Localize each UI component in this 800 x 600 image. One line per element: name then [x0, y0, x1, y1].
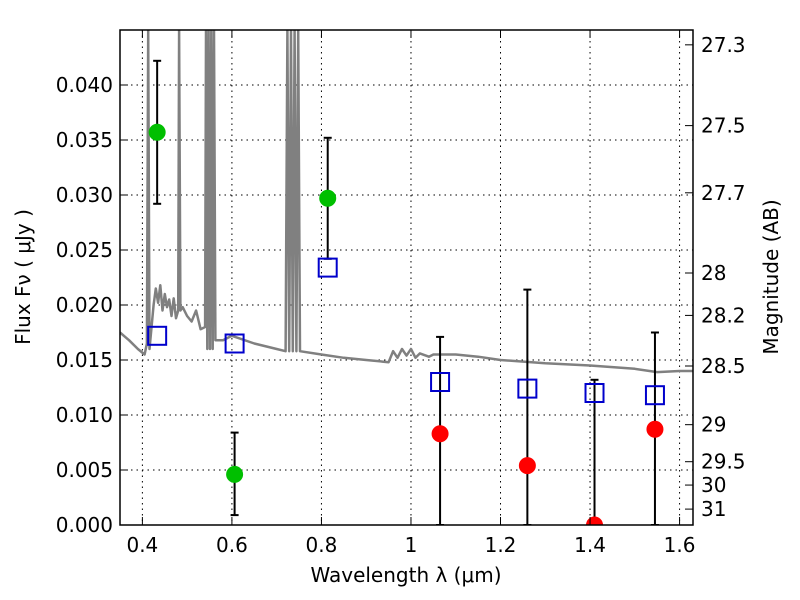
- y2-tick-label: 29: [701, 413, 726, 437]
- y-tick-label: 0.040: [56, 73, 113, 97]
- model-point: [430, 372, 451, 392]
- y-tick-label: 0.015: [56, 348, 113, 372]
- y-tick-label: 0.010: [56, 403, 113, 427]
- model-spectrum: [120, 30, 693, 374]
- y2-tick-label: 27.5: [701, 114, 746, 138]
- x-tick-label: 1.4: [574, 533, 606, 557]
- model-point: [317, 257, 338, 278]
- y-tick-label: 0.000: [56, 513, 113, 537]
- y-tick-label: 0.030: [56, 183, 113, 207]
- x-tick-label: 1.6: [664, 533, 696, 557]
- axes: 0.4 0.6 0.8 1 1.2 1.4 1.6 0.000 0.005 0.010 0.015 0…: [56, 30, 746, 557]
- model-point: [147, 325, 168, 346]
- model-point: [584, 383, 605, 403]
- y2-tick-label: 29.5: [701, 450, 746, 474]
- data-point: [148, 123, 166, 141]
- model-line: [120, 30, 693, 374]
- model-point: [517, 378, 538, 399]
- x-tick-label: 1: [405, 533, 418, 557]
- y2-tick-label: 30: [701, 473, 726, 497]
- x-tick-label: 0.6: [216, 533, 248, 557]
- y-tick-label: 0.035: [56, 128, 113, 152]
- model-point: [644, 385, 665, 406]
- y2-tick-label: 28.5: [701, 354, 746, 378]
- y-axis-label: Flux Fν ( μJy ): [11, 209, 35, 345]
- x-tick-label: 0.8: [306, 533, 338, 557]
- data-point: [226, 465, 244, 483]
- data-point: [646, 420, 664, 438]
- model-point: [224, 333, 245, 354]
- plot-frame: [119, 29, 694, 526]
- y-tick-label: 0.005: [56, 458, 113, 482]
- x-axis-label: Wavelength λ (μm): [310, 563, 501, 587]
- x-tick-label: 1.2: [485, 533, 517, 557]
- y2-tick-label: 28.2: [701, 303, 746, 327]
- y2-tick-label: 28: [701, 261, 726, 285]
- x-tick-label: 0.4: [126, 533, 158, 557]
- y-tick-label: 0.020: [56, 293, 113, 317]
- y-tick-label: 0.025: [56, 238, 113, 262]
- y2-tick-label: 27.3: [701, 33, 746, 57]
- data-point: [518, 457, 536, 475]
- y2-tick-label: 27.7: [701, 181, 746, 205]
- data-marks: [147, 59, 665, 525]
- y2-tick-label: 31: [701, 497, 726, 521]
- y2-axis-label: Magnitude (AB): [759, 199, 783, 354]
- data-point: [319, 189, 337, 207]
- data-point: [431, 425, 449, 443]
